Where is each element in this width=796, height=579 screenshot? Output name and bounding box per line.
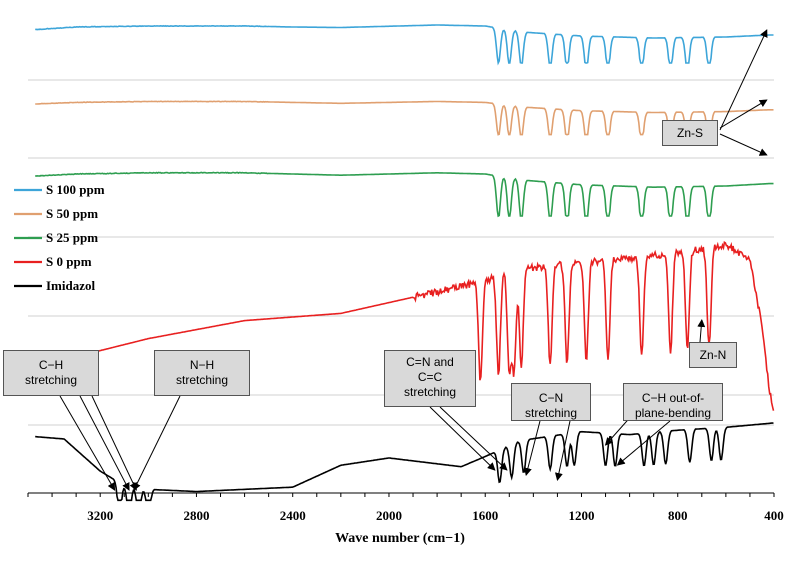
series-line-0 xyxy=(35,24,774,66)
annotation-line: stretching xyxy=(175,373,229,387)
annotation-arrow xyxy=(59,395,116,491)
annotation-nh-stretch: N−H stretching xyxy=(154,350,250,396)
legend-label: S 25 ppm xyxy=(46,230,98,245)
annotation-arrow xyxy=(524,420,541,476)
annotation-arrow xyxy=(616,420,671,466)
annotation-line: stretching xyxy=(524,406,578,420)
series-layer xyxy=(35,24,775,502)
annotation-arrow xyxy=(719,99,768,129)
series-line-2 xyxy=(35,171,774,218)
annotation-line: N−H xyxy=(189,358,215,372)
x-tick-label: 400 xyxy=(764,508,784,523)
annotation-arrow xyxy=(429,406,496,471)
legend-label: S 50 ppm xyxy=(46,206,98,221)
series-line-3 xyxy=(35,241,775,411)
x-tick-label: 2800 xyxy=(183,508,209,523)
annotation-line: Zn-N xyxy=(699,348,727,362)
legend-label: S 100 ppm xyxy=(46,182,105,197)
annotation-zn-n: Zn-N xyxy=(689,342,737,368)
annotation-zn-s: Zn-S xyxy=(662,120,718,146)
annotation-line: plane-bending xyxy=(634,406,712,420)
annotation-arrow xyxy=(719,133,768,156)
annotation-line: C−H xyxy=(38,358,64,372)
annotation-line: C−H out-of- xyxy=(641,391,705,405)
x-axis: 3200 2800 2400 2000 1600 1200 800 400 xyxy=(27,492,784,523)
annotation-arrow xyxy=(439,406,508,471)
legend: S 100 ppm S 50 ppm S 25 ppm S 0 ppm Imidazol xyxy=(14,182,105,293)
x-tick-label: 3200 xyxy=(87,508,113,523)
annotation-arrow xyxy=(79,395,130,491)
x-tick-label: 2400 xyxy=(280,508,306,523)
annotation-line: Zn-S xyxy=(676,126,703,140)
annotation-arrow xyxy=(697,319,706,343)
x-tick-label: 1600 xyxy=(472,508,498,523)
series-line-4 xyxy=(35,422,774,502)
annotation-line: stretching xyxy=(403,385,457,399)
x-axis-label: Wave number (cm−1) xyxy=(335,531,465,546)
annotation-line: C−N xyxy=(538,391,564,405)
annotation-arrow xyxy=(91,395,137,491)
legend-label: S 0 ppm xyxy=(46,254,92,269)
annotation-arrows xyxy=(59,29,768,491)
annotation-cn-stretch: C−N stretching xyxy=(511,383,591,421)
x-tick-label: 800 xyxy=(668,508,688,523)
annotation-arrow xyxy=(133,395,181,491)
annotation-ch-stretch: C−H stretching xyxy=(3,350,99,396)
x-tick-label: 1200 xyxy=(568,508,594,523)
annotation-arrow xyxy=(554,420,571,481)
annotation-ch-oop: C−H out-of-plane-bending xyxy=(623,383,723,421)
annotation-line: stretching xyxy=(24,373,78,387)
annotation-line: C=N and xyxy=(406,355,454,369)
series-line-1 xyxy=(35,100,774,136)
annotation-line: C=C xyxy=(417,370,443,384)
x-tick-label: 2000 xyxy=(376,508,402,523)
annotation-cn-cc: C=N and C=C stretching xyxy=(384,350,476,407)
annotation-arrow xyxy=(719,29,768,131)
legend-label: Imidazol xyxy=(46,278,96,293)
